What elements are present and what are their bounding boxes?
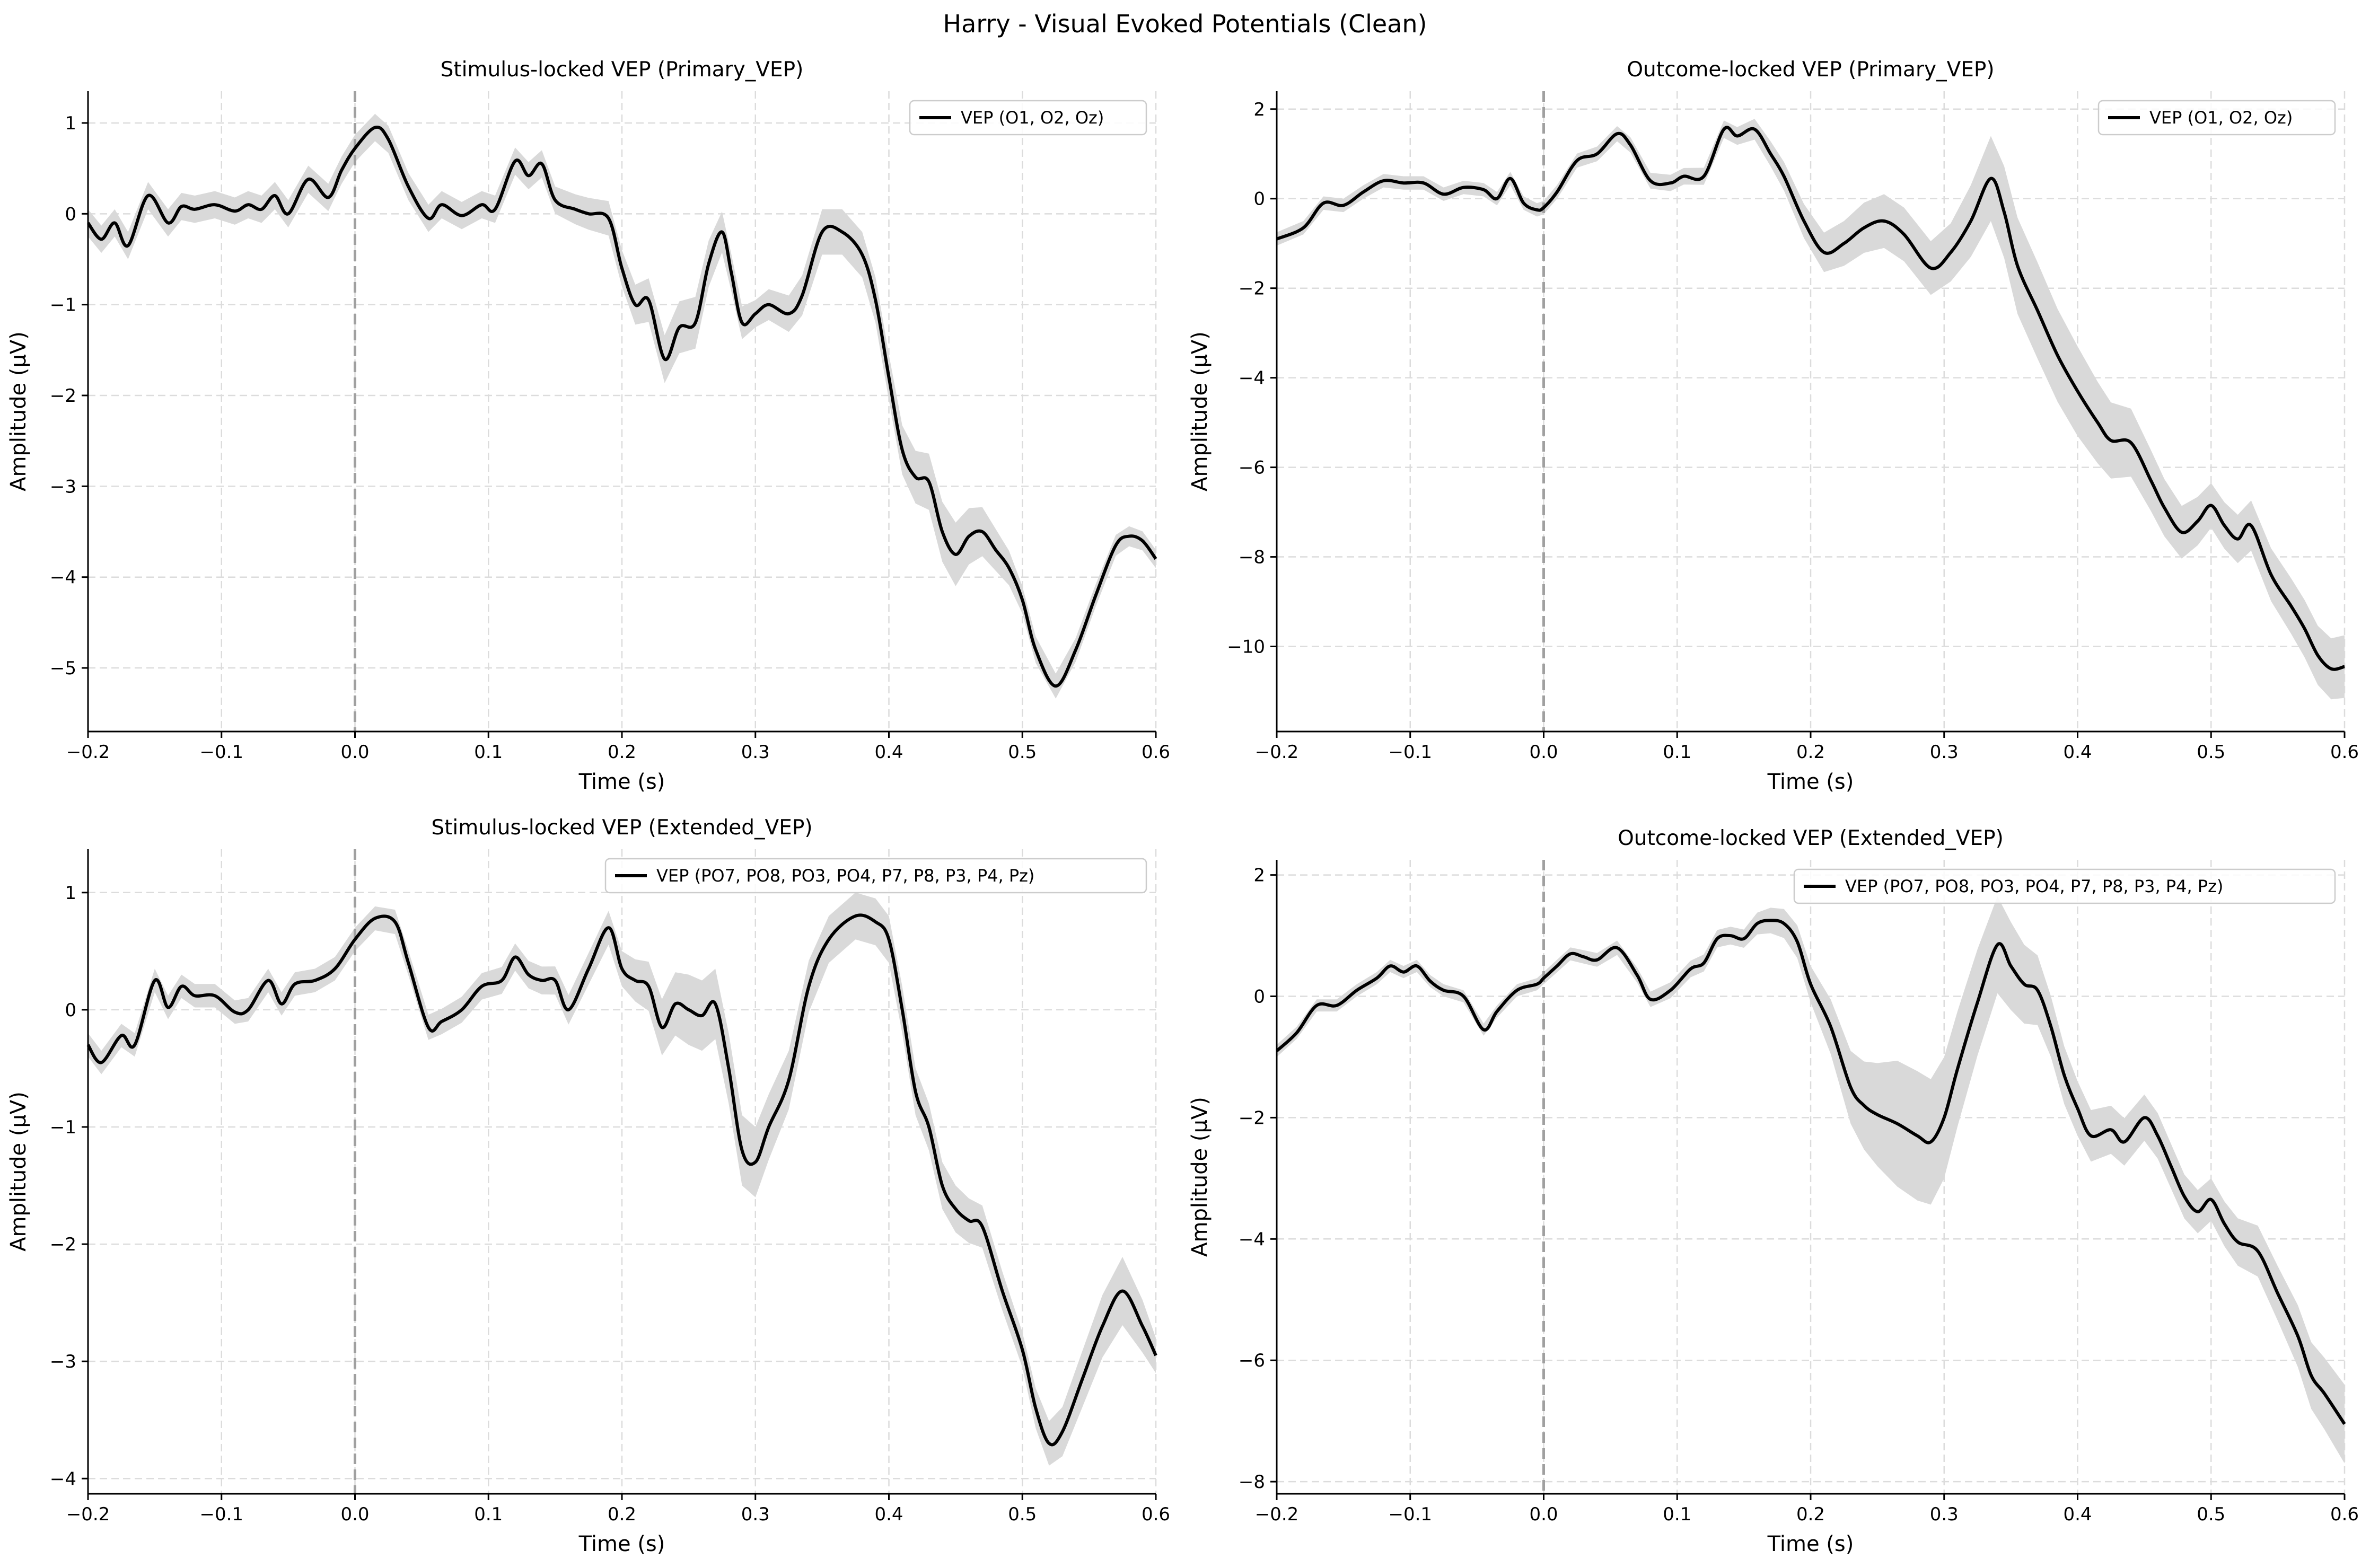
vep-line: [1276, 126, 2345, 671]
y-tick-label: 1: [65, 113, 76, 134]
x-axis-label: Time (s): [578, 770, 665, 794]
y-tick-label: 0: [1253, 189, 1265, 210]
x-tick-label: 0.1: [1663, 742, 1691, 763]
y-tick-label: −3: [50, 1351, 76, 1372]
y-tick-label: −4: [1239, 1229, 1265, 1250]
sem-band: [88, 892, 1156, 1466]
vep-line: [86, 913, 1157, 1447]
x-tick-label: 0.4: [874, 742, 903, 763]
x-tick-label: 0.0: [1529, 1504, 1558, 1525]
x-tick-label: 0.2: [608, 1504, 636, 1525]
x-tick-label: −0.2: [66, 1504, 110, 1525]
y-tick-label: −8: [1239, 1472, 1265, 1493]
subplot-title: Outcome-locked VEP (Extended_VEP): [1618, 826, 2004, 850]
y-axis-label: Amplitude (µV): [6, 1091, 31, 1252]
subplot-3: −0.2 −0.1 0.0 0.1 0.2 0.3 0.4 0.5 0.6 −4 −3 −2 −1 0 1 S…: [6, 816, 1170, 1556]
legend-box: [1793, 868, 2336, 904]
x-tick-label: 0.6: [1142, 1504, 1170, 1525]
y-tick-label: −2: [50, 1234, 76, 1255]
y-tick-label: 1: [65, 883, 76, 904]
x-tick-label: 0.6: [1142, 742, 1170, 763]
vep-line: [86, 125, 1157, 688]
x-tick-label: −0.2: [1255, 1504, 1299, 1525]
x-tick-label: 0.6: [2330, 742, 2359, 763]
x-tick-label: 0.5: [2197, 1504, 2225, 1525]
y-tick-label: −2: [1239, 278, 1265, 299]
x-axis-label: Time (s): [578, 1532, 665, 1556]
subplot-1: −0.2 −0.1 0.0 0.1 0.2 0.3 0.4 0.5 0.6 −5 −4 −3 −2 −1 0…: [6, 58, 1170, 794]
subplot-title: Stimulus-locked VEP (Primary_VEP): [441, 58, 804, 82]
y-tick-label: −2: [1239, 1107, 1265, 1129]
x-tick-label: 0.2: [608, 742, 636, 763]
x-tick-label: 0.3: [1930, 1504, 1959, 1525]
y-tick-label: −5: [50, 658, 76, 679]
y-axis-label: Amplitude (µV): [1188, 331, 1212, 491]
y-tick-label: −6: [1239, 457, 1265, 479]
legend-label: VEP (O1, O2, Oz): [961, 108, 1104, 128]
x-tick-label: 0.5: [2197, 742, 2225, 763]
x-tick-label: 0.2: [1796, 1504, 1825, 1525]
x-tick-label: −0.1: [1388, 742, 1432, 763]
x-tick-label: −0.1: [1388, 1504, 1432, 1525]
legend-box: [909, 100, 1147, 136]
y-tick-label: −4: [50, 1468, 76, 1490]
legend-label: VEP (O1, O2, Oz): [2149, 108, 2293, 128]
y-tick-label: −2: [50, 385, 76, 407]
vep-line: [1275, 919, 2346, 1425]
legend-label: VEP (PO7, PO8, PO3, PO4, P7, P8, P3, P4,…: [1845, 876, 2223, 896]
y-tick-label: −4: [1239, 368, 1265, 389]
x-tick-label: −0.2: [66, 742, 110, 763]
y-tick-label: 2: [1253, 99, 1265, 120]
y-tick-label: 2: [1253, 865, 1265, 886]
y-tick-label: −1: [50, 1117, 76, 1138]
x-tick-label: 0.0: [340, 742, 369, 763]
y-tick-label: 0: [1253, 986, 1265, 1008]
figure-title: Harry - Visual Evoked Potentials (Clean): [943, 10, 1427, 38]
y-tick-label: −4: [50, 567, 76, 588]
y-tick-label: −10: [1227, 636, 1265, 657]
x-tick-label: 0.0: [1529, 742, 1558, 763]
x-tick-label: −0.1: [199, 1504, 243, 1525]
x-tick-label: 0.5: [1008, 742, 1037, 763]
y-tick-label: 0: [65, 1000, 76, 1021]
subplot-2: −0.2 −0.1 0.0 0.1 0.2 0.3 0.4 0.5 0.6 −10 −8 −6 −4 −2…: [1188, 58, 2359, 794]
legend-label: VEP (PO7, PO8, PO3, PO4, P7, P8, P3, P4,…: [656, 866, 1034, 886]
y-tick-label: −3: [50, 476, 76, 497]
x-tick-label: 0.3: [741, 742, 770, 763]
legend-box: [604, 858, 1147, 894]
y-tick-label: −8: [1239, 547, 1265, 568]
x-tick-label: 0.1: [474, 1504, 503, 1525]
x-tick-label: 0.4: [2063, 742, 2092, 763]
y-tick-label: 0: [65, 204, 76, 225]
subplot-title: Outcome-locked VEP (Primary_VEP): [1627, 58, 1994, 82]
x-tick-label: −0.1: [199, 742, 243, 763]
subplot-4: −0.2 −0.1 0.0 0.1 0.2 0.3 0.4 0.5 0.6 −8 −6 −4 −2 0 2 O…: [1188, 826, 2359, 1556]
x-tick-label: 0.0: [340, 1504, 369, 1525]
x-tick-label: 0.5: [1008, 1504, 1037, 1525]
x-tick-label: 0.1: [1663, 1504, 1691, 1525]
y-axis-label: Amplitude (µV): [6, 331, 31, 491]
y-tick-label: −6: [1239, 1350, 1265, 1371]
legend-box: [2097, 100, 2336, 136]
x-tick-label: 0.3: [1930, 742, 1959, 763]
y-tick-label: −1: [50, 295, 76, 316]
x-axis-label: Time (s): [1767, 770, 1854, 794]
subplot-title: Stimulus-locked VEP (Extended_VEP): [431, 816, 812, 840]
x-tick-label: 0.1: [474, 742, 503, 763]
x-axis-label: Time (s): [1767, 1532, 1854, 1556]
x-tick-label: 0.2: [1796, 742, 1825, 763]
y-axis-label: Amplitude (µV): [1188, 1097, 1212, 1257]
x-tick-label: 0.4: [874, 1504, 903, 1525]
x-tick-label: 0.6: [2330, 1504, 2359, 1525]
x-tick-label: 0.3: [741, 1504, 770, 1525]
x-tick-label: 0.4: [2063, 1504, 2092, 1525]
x-tick-label: −0.2: [1255, 742, 1299, 763]
